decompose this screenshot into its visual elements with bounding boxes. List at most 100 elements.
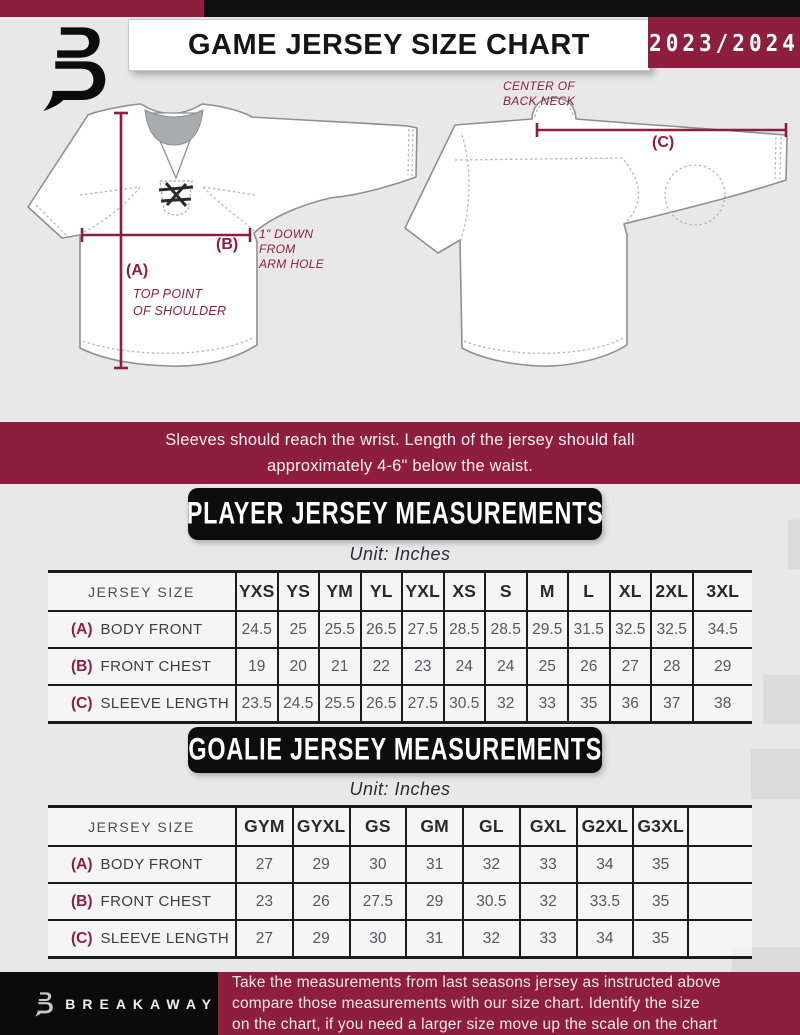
annotation-a-note: TOP POINT OF SHOULDER <box>133 287 227 318</box>
value: 25 <box>276 612 319 647</box>
collar-inner <box>144 109 204 146</box>
player-col-3xl: 3XL <box>691 573 753 610</box>
annotation-center-back-neck: CENTER OF BACK NECK <box>503 79 576 108</box>
value: 31 <box>405 847 462 882</box>
goalie-row-sleeve-length: (C) SLEEVE LENGTH 27 29 30 31 32 33 34 3… <box>48 919 752 956</box>
laces <box>158 182 194 207</box>
row-key: (B) <box>71 657 93 675</box>
value: 27.5 <box>348 884 406 919</box>
value: 38 <box>691 686 753 721</box>
value: 32 <box>462 847 519 882</box>
row-label: FRONT CHEST <box>100 658 212 675</box>
player-section-header: PLAYER JERSEY MEASUREMENTS <box>186 488 604 540</box>
value: 30 <box>348 921 406 956</box>
goalie-col-g3xl: G3XL <box>632 808 689 845</box>
value: 33.5 <box>575 884 633 919</box>
value: 23 <box>401 649 443 684</box>
goalie-header-row: JERSEY SIZE GYM GYXL GS GM GL GXL G2XL G… <box>48 808 752 845</box>
row-label: FRONT CHEST <box>100 893 212 910</box>
value: 34 <box>575 921 633 956</box>
value: 28.5 <box>442 612 485 647</box>
player-section-title: PLAYER JERSEY MEASUREMENTS <box>186 496 604 531</box>
value: 29 <box>405 884 462 919</box>
value: 35 <box>632 921 689 956</box>
goalie-col-gl: GL <box>462 808 519 845</box>
value: 31 <box>405 921 462 956</box>
row-key: (A) <box>71 620 93 638</box>
player-col-yl: YL <box>359 573 402 610</box>
brand-name: BREAKAWAY <box>65 995 218 1012</box>
value: 21 <box>318 649 360 684</box>
goalie-row-body-front: (A) BODY FRONT 27 29 30 31 32 33 34 35 <box>48 845 752 882</box>
annotation-c-key: (C) <box>652 134 675 151</box>
value: 34 <box>575 847 633 882</box>
row-key: (C) <box>71 929 93 947</box>
value: 35 <box>567 686 609 721</box>
player-col-m: M <box>525 573 568 610</box>
season-label: 2023/2024 <box>649 29 799 56</box>
value: 24 <box>442 649 485 684</box>
value: 23.5 <box>235 686 277 721</box>
value: 32 <box>518 884 576 919</box>
jersey-diagrams <box>27 97 788 370</box>
value: 26 <box>291 884 349 919</box>
fit-note-line2: approximately 4-6" below the waist. <box>267 457 533 475</box>
value: 37 <box>650 686 692 721</box>
row-label: BODY FRONT <box>100 621 203 638</box>
value: 33 <box>518 847 576 882</box>
value: 27.5 <box>401 612 443 647</box>
value: 35 <box>632 847 689 882</box>
fit-note-banner: Sleeves should reach the wrist. Length o… <box>0 422 800 484</box>
player-col-ym: YM <box>318 573 360 610</box>
title-bar: GAME JERSEY SIZE CHART <box>128 19 650 71</box>
value: 32 <box>462 921 519 956</box>
value: 24 <box>484 649 526 684</box>
footer-brand-block: BREAKAWAY <box>0 972 218 1035</box>
player-col-ys: YS <box>276 573 319 610</box>
goalie-col-gyxl: GYXL <box>291 808 349 845</box>
breakaway-footer-logo <box>32 987 53 1020</box>
value: 24.5 <box>276 686 319 721</box>
value: 28 <box>650 649 692 684</box>
player-row-sleeve-length: (C) SLEEVE LENGTH 23.5 24.5 25.5 26.5 27… <box>48 684 752 721</box>
value: 32 <box>484 686 526 721</box>
player-row-body-front: (A) BODY FRONT 24.5 25 25.5 26.5 27.5 28… <box>48 610 752 647</box>
player-col-xs: XS <box>442 573 485 610</box>
footer-line3: on the chart, if you need a larger size … <box>232 1016 718 1033</box>
player-col-2xl: 2XL <box>650 573 692 610</box>
top-accent-bar-black <box>204 0 800 17</box>
row-key: (A) <box>71 855 93 873</box>
value: 28.5 <box>484 612 526 647</box>
goalie-section-header: GOALIE JERSEY MEASUREMENTS <box>188 727 602 773</box>
value: 33 <box>525 686 568 721</box>
value: 36 <box>608 686 651 721</box>
value: 27 <box>608 649 651 684</box>
player-row-front-chest: (B) FRONT CHEST 19 20 21 22 23 24 24 25 … <box>48 647 752 684</box>
goalie-col-gxl: GXL <box>518 808 576 845</box>
player-col-xl: XL <box>608 573 651 610</box>
fit-note-line1: Sleeves should reach the wrist. Length o… <box>165 431 635 449</box>
goalie-row-front-chest: (B) FRONT CHEST 23 26 27.5 29 30.5 32 33… <box>48 882 752 919</box>
goalie-size-table: JERSEY SIZE GYM GYXL GS GM GL GXL G2XL G… <box>48 805 752 959</box>
player-corner-label: JERSEY SIZE <box>88 583 195 600</box>
page-title: GAME JERSEY SIZE CHART <box>187 28 591 61</box>
goalie-section-title: GOALIE JERSEY MEASUREMENTS <box>188 732 602 767</box>
value: 32.5 <box>608 612 651 647</box>
goalie-corner-label: JERSEY SIZE <box>88 818 195 835</box>
value: 26.5 <box>359 612 402 647</box>
value: 25.5 <box>318 686 360 721</box>
value: 30.5 <box>442 686 485 721</box>
goalie-col-gs: GS <box>348 808 406 845</box>
value: 23 <box>235 884 292 919</box>
value: 29.5 <box>525 612 568 647</box>
annotation-b-key: (B) <box>216 236 239 253</box>
value: 30.5 <box>462 884 519 919</box>
value: 29 <box>691 649 753 684</box>
player-col-l: L <box>567 573 609 610</box>
row-label: SLEEVE LENGTH <box>100 695 230 712</box>
value: 26.5 <box>359 686 402 721</box>
row-label: SLEEVE LENGTH <box>100 930 230 947</box>
value: 34.5 <box>691 612 753 647</box>
value: 33 <box>518 921 576 956</box>
